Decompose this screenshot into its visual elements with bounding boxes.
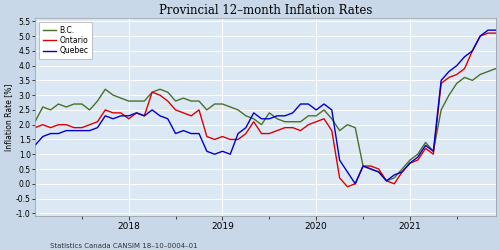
Ontario: [165, 100, 171, 102]
B.C.: [180, 96, 186, 100]
Quebec: [485, 29, 491, 32]
Ontario: [180, 111, 186, 114]
Quebec: [165, 117, 171, 120]
Title: Provincial 12–month Inflation Rates: Provincial 12–month Inflation Rates: [158, 4, 372, 17]
Ontario: [149, 91, 155, 94]
Quebec: [180, 129, 186, 132]
B.C.: [32, 120, 38, 123]
Text: Statistics Canada CANSIM 18–10–0004–01: Statistics Canada CANSIM 18–10–0004–01: [50, 243, 198, 249]
Ontario: [485, 32, 491, 34]
Quebec: [188, 132, 194, 135]
Line: B.C.: B.C.: [35, 68, 496, 181]
Line: Quebec: Quebec: [35, 30, 496, 184]
Quebec: [110, 117, 116, 120]
Quebec: [493, 29, 499, 32]
Quebec: [32, 144, 38, 147]
Ontario: [188, 114, 194, 117]
B.C.: [384, 179, 390, 182]
Quebec: [352, 182, 358, 185]
Ontario: [110, 111, 116, 114]
Ontario: [32, 126, 38, 129]
Ontario: [321, 117, 327, 120]
Legend: B.C., Ontario, Quebec: B.C., Ontario, Quebec: [39, 22, 92, 59]
B.C.: [149, 91, 155, 94]
B.C.: [188, 100, 194, 102]
Y-axis label: Inflation Rate [%]: Inflation Rate [%]: [4, 84, 13, 151]
B.C.: [165, 91, 171, 94]
Line: Ontario: Ontario: [35, 33, 496, 187]
Quebec: [321, 102, 327, 106]
Ontario: [493, 32, 499, 34]
Quebec: [149, 108, 155, 112]
B.C.: [321, 108, 327, 112]
Ontario: [344, 185, 350, 188]
B.C.: [110, 94, 116, 97]
B.C.: [493, 67, 499, 70]
